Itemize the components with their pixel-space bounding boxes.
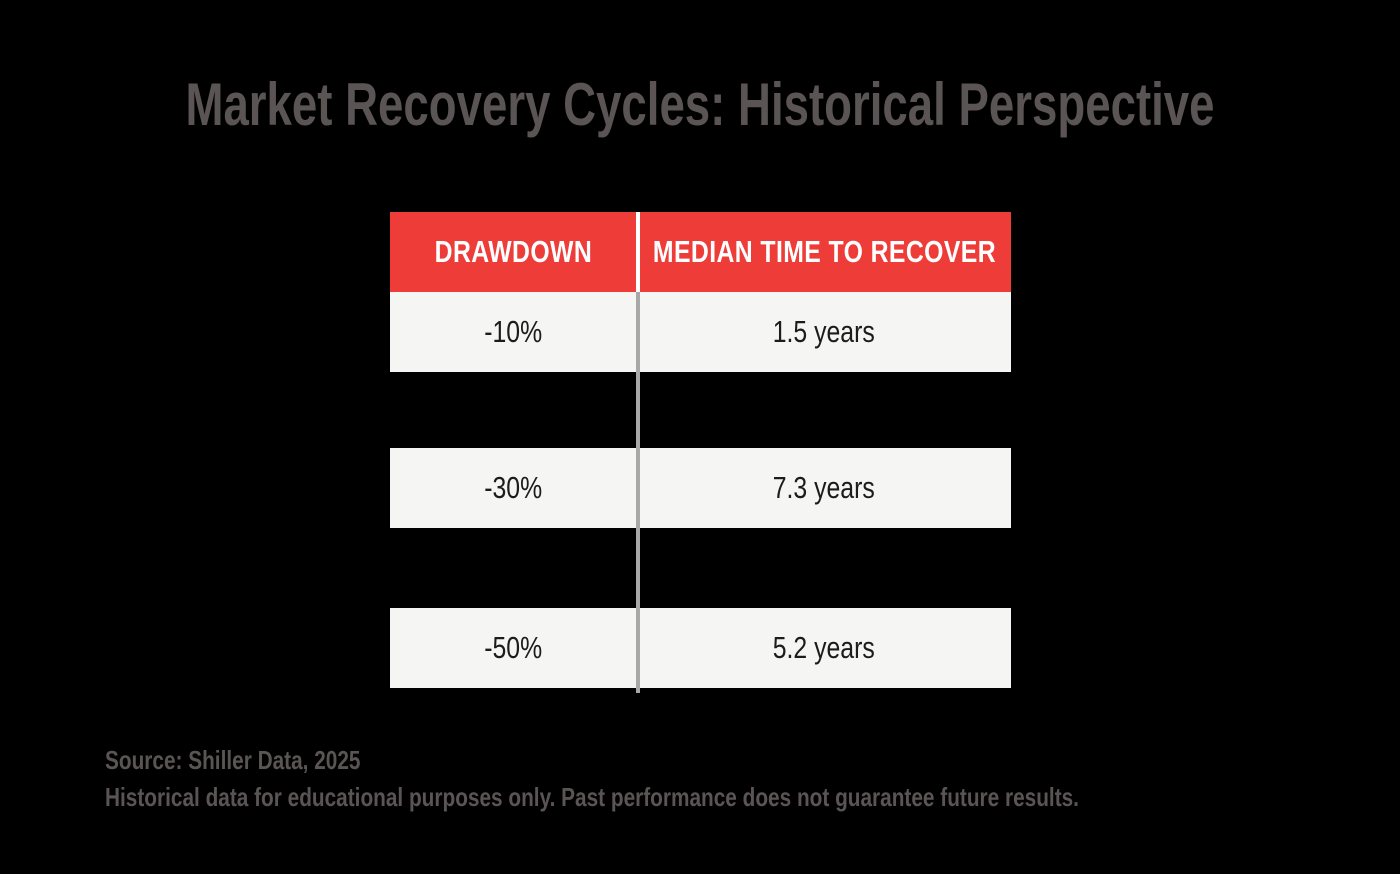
table-row: -50% 5.2 years [390, 608, 1011, 688]
header-label-recovery: MEDIAN TIME TO RECOVER [652, 234, 996, 269]
cell-recovery: 1.5 years [637, 292, 1011, 372]
disclaimer-text: Historical data for educational purposes… [105, 782, 1079, 812]
recovery-value: 1.5 years [772, 314, 875, 349]
cell-drawdown: -10% [390, 292, 637, 372]
page-title: Market Recovery Cycles: Historical Persp… [185, 71, 1215, 138]
cell-recovery: 7.3 years [637, 448, 1011, 528]
table-row: -30% 7.3 years [390, 448, 1011, 528]
recovery-value: 5.2 years [772, 630, 875, 665]
table-header-row: DRAWDOWN MEDIAN TIME TO RECOVER [390, 212, 1011, 292]
header-cell-recovery: MEDIAN TIME TO RECOVER [637, 212, 1011, 292]
column-divider-header [636, 212, 640, 292]
cell-drawdown: -50% [390, 608, 637, 688]
footer-notes: Source: Shiller Data, 2025 Historical da… [105, 742, 1079, 816]
recovery-value: 7.3 years [772, 470, 875, 505]
header-cell-drawdown: DRAWDOWN [390, 212, 637, 292]
column-divider-body [636, 292, 640, 693]
recovery-table: DRAWDOWN MEDIAN TIME TO RECOVER -10% 1.5… [390, 212, 1011, 694]
table-row: -10% 1.5 years [390, 292, 1011, 372]
source-text: Source: Shiller Data, 2025 [105, 745, 361, 775]
drawdown-value: -50% [484, 630, 543, 665]
drawdown-value: -10% [484, 314, 543, 349]
cell-drawdown: -30% [390, 448, 637, 528]
cell-recovery: 5.2 years [637, 608, 1011, 688]
header-label-drawdown: DRAWDOWN [434, 234, 593, 269]
drawdown-value: -30% [484, 470, 543, 505]
